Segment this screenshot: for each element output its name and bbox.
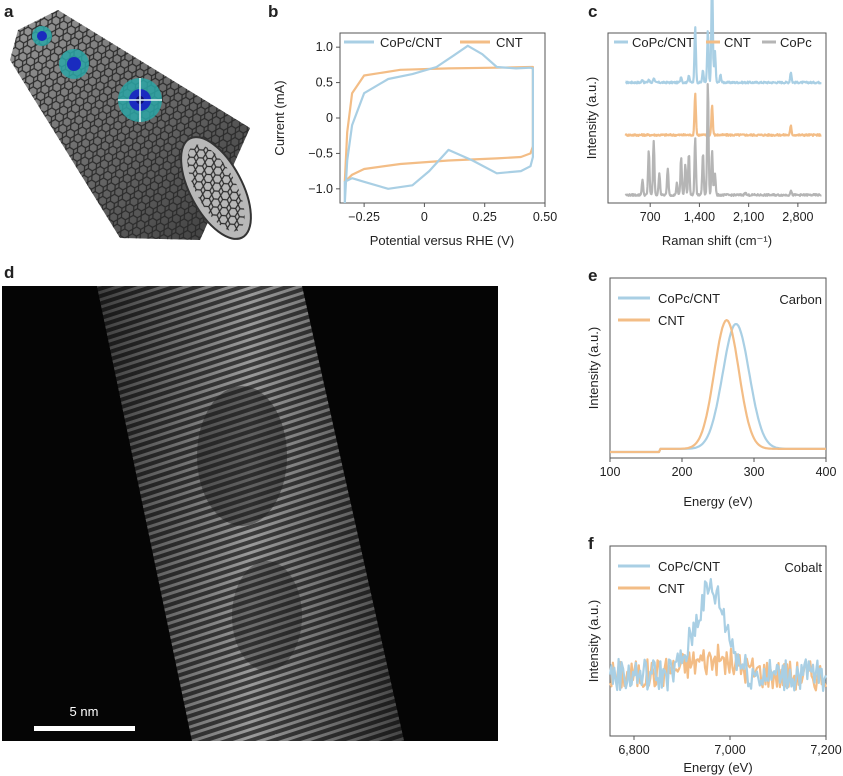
legend: CoPc/CNT CNT xyxy=(618,559,720,596)
x-tick-label: 400 xyxy=(816,465,837,479)
x-axis-label: Potential versus RHE (V) xyxy=(370,233,515,248)
panel-letter-f: f xyxy=(588,534,594,553)
series-line-cnt xyxy=(343,65,534,183)
x-tick-label: −0.25 xyxy=(348,210,380,224)
y-axis-label: Intensity (a.u.) xyxy=(586,327,601,409)
cv-chart: −0.25 0 0.25 0.50 −1.0 −0.5 0 0.5 1.0 Current (m… xyxy=(272,32,557,248)
x-tick-label: 6,800 xyxy=(618,743,649,757)
series-line-cnt xyxy=(610,318,826,454)
stem-micrograph: 5 nm xyxy=(2,286,498,741)
series-line-cnt xyxy=(624,92,822,137)
legend-label-cnt: CNT xyxy=(658,581,685,596)
plot-frame xyxy=(609,545,827,737)
legend: CoPc/CNT CNT xyxy=(618,291,720,328)
legend-label-copc: CoPc xyxy=(780,35,812,50)
x-tick-label: 2,800 xyxy=(782,210,813,224)
annotation-cobalt: Cobalt xyxy=(784,560,822,575)
x-tick-label: 100 xyxy=(600,465,621,479)
raman-chart: 700 1,400 2,100 2,800 Intensity (a.u.) Rama… xyxy=(584,0,827,248)
legend-label-copc-cnt: CoPc/CNT xyxy=(658,291,720,306)
legend-label-cnt: CNT xyxy=(496,35,523,50)
eels-carbon-chart: 100 200 300 400 Intensity (a.u.) Energy (eV… xyxy=(586,277,837,509)
copc-molecule-icon xyxy=(118,78,162,122)
panel-letter-b: b xyxy=(268,2,279,21)
series-line-copc-cnt xyxy=(608,577,828,692)
scale-bar: 5 nm xyxy=(34,704,135,731)
series-line-copc xyxy=(624,82,822,197)
panel-letter-d: d xyxy=(4,263,15,282)
y-tick-label: −0.5 xyxy=(308,146,333,160)
series-line-copc-cnt xyxy=(624,0,822,85)
scale-bar-label: 5 nm xyxy=(70,704,99,719)
series-line-copc-cnt xyxy=(343,44,534,204)
x-tick-label: 0.25 xyxy=(473,210,497,224)
x-tick-label: 1,400 xyxy=(684,210,715,224)
y-tick-label: 0.5 xyxy=(316,76,333,90)
copc-molecule-icon xyxy=(59,49,89,79)
x-axis-label: Raman shift (cm⁻¹) xyxy=(662,233,772,248)
legend-label-copc-cnt: CoPc/CNT xyxy=(380,35,442,50)
x-tick-label: 7,000 xyxy=(714,743,745,757)
copc-molecule-icon xyxy=(32,26,52,46)
legend-label-copc-cnt: CoPc/CNT xyxy=(658,559,720,574)
legend-label-copc-cnt: CoPc/CNT xyxy=(632,35,694,50)
plot-frame xyxy=(339,32,546,204)
legend-label-cnt: CNT xyxy=(724,35,751,50)
x-axis-label: Energy (eV) xyxy=(683,494,752,509)
plot-frame xyxy=(609,277,827,459)
nanotube-render-illustration xyxy=(10,10,252,240)
x-tick-label: 300 xyxy=(744,465,765,479)
x-tick-label: 7,200 xyxy=(810,743,841,757)
eels-cobalt-chart: 6,800 7,000 7,200 Intensity (a.u.) Energy … xyxy=(586,545,842,775)
panel-letter-e: e xyxy=(588,266,598,285)
legend-label-cnt: CNT xyxy=(658,313,685,328)
x-tick-label: 200 xyxy=(672,465,693,479)
annotation-carbon: Carbon xyxy=(779,292,822,307)
legend: CoPc/CNT CNT CoPc xyxy=(614,35,812,50)
y-tick-label: −1.0 xyxy=(308,182,333,196)
legend: CoPc/CNT CNT xyxy=(344,35,523,50)
x-tick-label: 0 xyxy=(421,210,428,224)
y-axis-label: Intensity (a.u.) xyxy=(586,600,601,682)
plot-frame xyxy=(607,32,827,204)
y-axis-label: Current (mA) xyxy=(272,80,287,155)
y-tick-label: 1.0 xyxy=(316,40,333,54)
y-tick-label: 0 xyxy=(326,111,333,125)
panel-letter-a: a xyxy=(4,2,14,21)
x-axis-label: Energy (eV) xyxy=(683,760,752,775)
x-tick-label: 2,100 xyxy=(733,210,764,224)
y-axis-label: Intensity (a.u.) xyxy=(584,77,599,159)
x-tick-label: 0.50 xyxy=(533,210,557,224)
panel-letter-c: c xyxy=(588,2,598,21)
x-tick-label: 700 xyxy=(640,210,661,224)
